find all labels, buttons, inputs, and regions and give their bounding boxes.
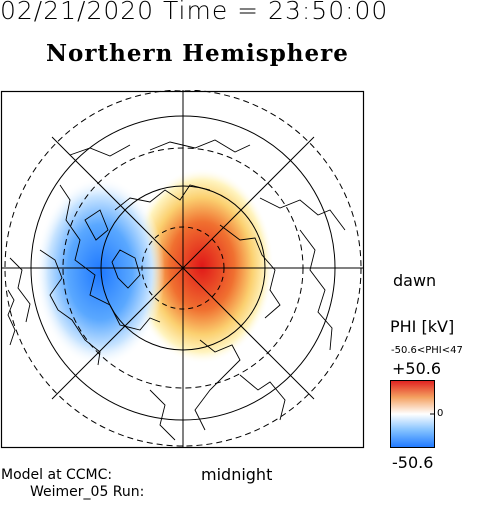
range-label: -50.6<PHI<47: [391, 345, 463, 356]
midnight-label: midnight: [201, 465, 273, 484]
variable-label: PHI [kV]: [390, 317, 455, 336]
hemisphere-title: Northern Hemisphere: [46, 40, 349, 67]
polar-map: [0, 90, 365, 449]
colorbar-zero-label: 0: [437, 408, 444, 419]
date-time-title: 02/21/2020 Time = 23:50:00: [0, 0, 389, 25]
colorbar: [390, 380, 435, 448]
colorbar-min-label: -50.6: [392, 453, 434, 472]
model-label: Model at CCMC:: [1, 467, 113, 483]
negative-cell: [35, 177, 165, 367]
run-label: Weimer_05 Run:: [30, 484, 145, 500]
colorbar-max-label: +50.6: [392, 359, 442, 378]
meridian-diag-2: [51, 136, 315, 400]
coastlines: [7, 139, 346, 441]
positive-cell: [130, 168, 274, 364]
dawn-label: dawn: [393, 271, 437, 290]
